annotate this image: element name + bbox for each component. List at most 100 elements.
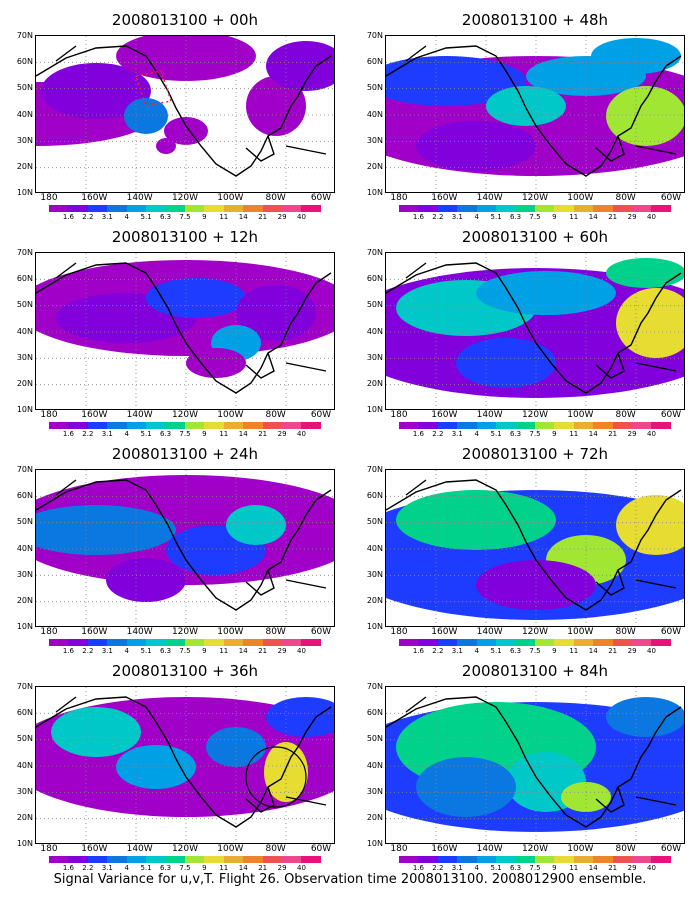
- lon-tick-label: 180: [40, 844, 58, 854]
- colorbar-swatch: [437, 856, 458, 863]
- colorbar-label: 6.3: [509, 647, 522, 655]
- lat-tick-label: 20N: [16, 812, 33, 822]
- lon-tick-label: 160W: [81, 844, 108, 854]
- colorbar-label: 6.3: [159, 647, 172, 655]
- colorbar-label: 3.1: [101, 647, 113, 655]
- colorbar-label: 2.2: [82, 430, 94, 438]
- colorbar-swatch: [184, 422, 205, 429]
- colorbar-label: 3.1: [101, 430, 113, 438]
- colorbar-label: 5.1: [490, 864, 502, 872]
- lat-tick-label: 60N: [366, 274, 383, 284]
- colorbar-label: 7.5: [179, 430, 191, 438]
- lon-tick-label: 120W: [521, 627, 549, 637]
- colorbar-label: 14: [588, 647, 598, 655]
- colorbar-swatch: [418, 205, 438, 212]
- colorbar-label: 2.2: [82, 647, 94, 655]
- panel-title: 2008013100 + 60h: [461, 228, 609, 246]
- colorbar-swatch: [593, 856, 613, 863]
- colorbar-label: 2.2: [432, 864, 444, 872]
- lat-tick-label: 40N: [16, 109, 33, 119]
- colorbar-swatch: [243, 856, 263, 863]
- lon-tick-label: 120W: [171, 844, 199, 854]
- colorbar-swatch: [87, 856, 108, 863]
- forecast-panel: 2008013100 + 00h 70N 60N 50N 40N 30N 20N 10N 180…: [17, 5, 335, 221]
- colorbar-label: 21: [258, 864, 268, 872]
- colorbar-label: 21: [258, 430, 268, 438]
- figure-caption: Signal Variance for u,v,T. Flight 26. Ob…: [53, 872, 647, 887]
- colorbar-label: 40: [647, 430, 656, 438]
- variance-contour: [36, 505, 176, 555]
- colorbar-label: 9: [202, 864, 207, 872]
- colorbar-label: 40: [297, 213, 306, 221]
- colorbar-label: 4: [124, 213, 129, 221]
- colorbar-label: 3.1: [101, 864, 113, 872]
- colorbar-swatch: [554, 205, 574, 212]
- colorbar-label: 5.1: [140, 864, 152, 872]
- colorbar-swatch: [534, 639, 555, 646]
- lat-tick-label: 50N: [16, 300, 33, 310]
- colorbar-label: 3.1: [451, 430, 463, 438]
- colorbar-label: 29: [627, 864, 637, 872]
- colorbar-swatch: [204, 422, 224, 429]
- colorbar-swatch: [399, 639, 419, 646]
- colorbar-swatch: [68, 205, 88, 212]
- colorbar-label: 11: [219, 213, 229, 221]
- lon-tick-label: 180: [40, 627, 58, 637]
- colorbar: [399, 856, 671, 863]
- colorbar-label: 6.3: [159, 213, 172, 221]
- lon-tick-label: 120W: [171, 627, 199, 637]
- panel-title: 2008013100 + 72h: [461, 445, 609, 463]
- colorbar-label: 11: [569, 213, 579, 221]
- lon-tick-label: 140W: [476, 844, 503, 854]
- colorbar-swatch: [593, 639, 613, 646]
- colorbar-label: 29: [277, 213, 287, 221]
- variance-contour: [606, 258, 684, 288]
- colorbar-label: 9: [552, 647, 557, 655]
- lat-tick-label: 50N: [16, 734, 33, 744]
- colorbar-label: 21: [608, 430, 618, 438]
- colorbar-label: 11: [219, 430, 229, 438]
- lat-tick-label: 60N: [16, 708, 33, 718]
- colorbar-swatch: [632, 856, 652, 863]
- colorbar-swatch: [87, 639, 108, 646]
- colorbar-labels: 1.6 2.2 3.1 4 5.1 6.3 7.5 9 11 14 21 29 40: [399, 864, 671, 872]
- lon-tick-label: 160W: [431, 193, 458, 203]
- lat-tick-label: 10N: [16, 839, 33, 848]
- colorbar-label: 11: [569, 864, 579, 872]
- colorbar-swatch: [146, 422, 166, 429]
- colorbar-label: 2.2: [432, 647, 444, 655]
- colorbar-labels: 1.6 2.2 3.1 4 5.1 6.3 7.5 9 11 14 21 29 40: [49, 430, 321, 438]
- colorbar-swatch: [573, 422, 594, 429]
- variance-contour: [416, 121, 536, 171]
- coastline: [36, 262, 332, 394]
- coastline: [36, 696, 332, 828]
- lat-tick-label: 70N: [16, 31, 33, 40]
- colorbar-swatch: [437, 422, 458, 429]
- coastline: [386, 696, 682, 828]
- colorbar-label: 5.1: [490, 647, 502, 655]
- lat-tick-label: 50N: [366, 734, 383, 744]
- variance-contour: [236, 285, 316, 341]
- colorbar-label: 11: [219, 864, 229, 872]
- colorbar-swatch: [68, 422, 88, 429]
- lon-tick-label: 60W: [660, 627, 682, 637]
- colorbar-swatch: [262, 205, 283, 212]
- coastline: [386, 45, 682, 177]
- variance-map: [385, 252, 685, 410]
- lat-tick-label: 20N: [366, 812, 383, 822]
- variance-contour: [116, 36, 256, 81]
- colorbar-swatch: [418, 639, 438, 646]
- variance-contour: [124, 98, 168, 134]
- colorbar-swatch: [165, 205, 185, 212]
- lon-tick-label: 160W: [81, 410, 108, 420]
- lat-tick-label: 60N: [16, 274, 33, 284]
- coastline: [36, 479, 332, 611]
- colorbar-label: 14: [238, 864, 248, 872]
- colorbar-label: 21: [608, 647, 618, 655]
- colorbar-swatch: [223, 422, 244, 429]
- lon-tick-label: 80W: [615, 410, 636, 420]
- colorbar-label: 6.3: [509, 213, 522, 221]
- variance-contour: [164, 117, 208, 145]
- lat-tick-label: 40N: [366, 543, 383, 553]
- colorbar-label: 21: [258, 647, 268, 655]
